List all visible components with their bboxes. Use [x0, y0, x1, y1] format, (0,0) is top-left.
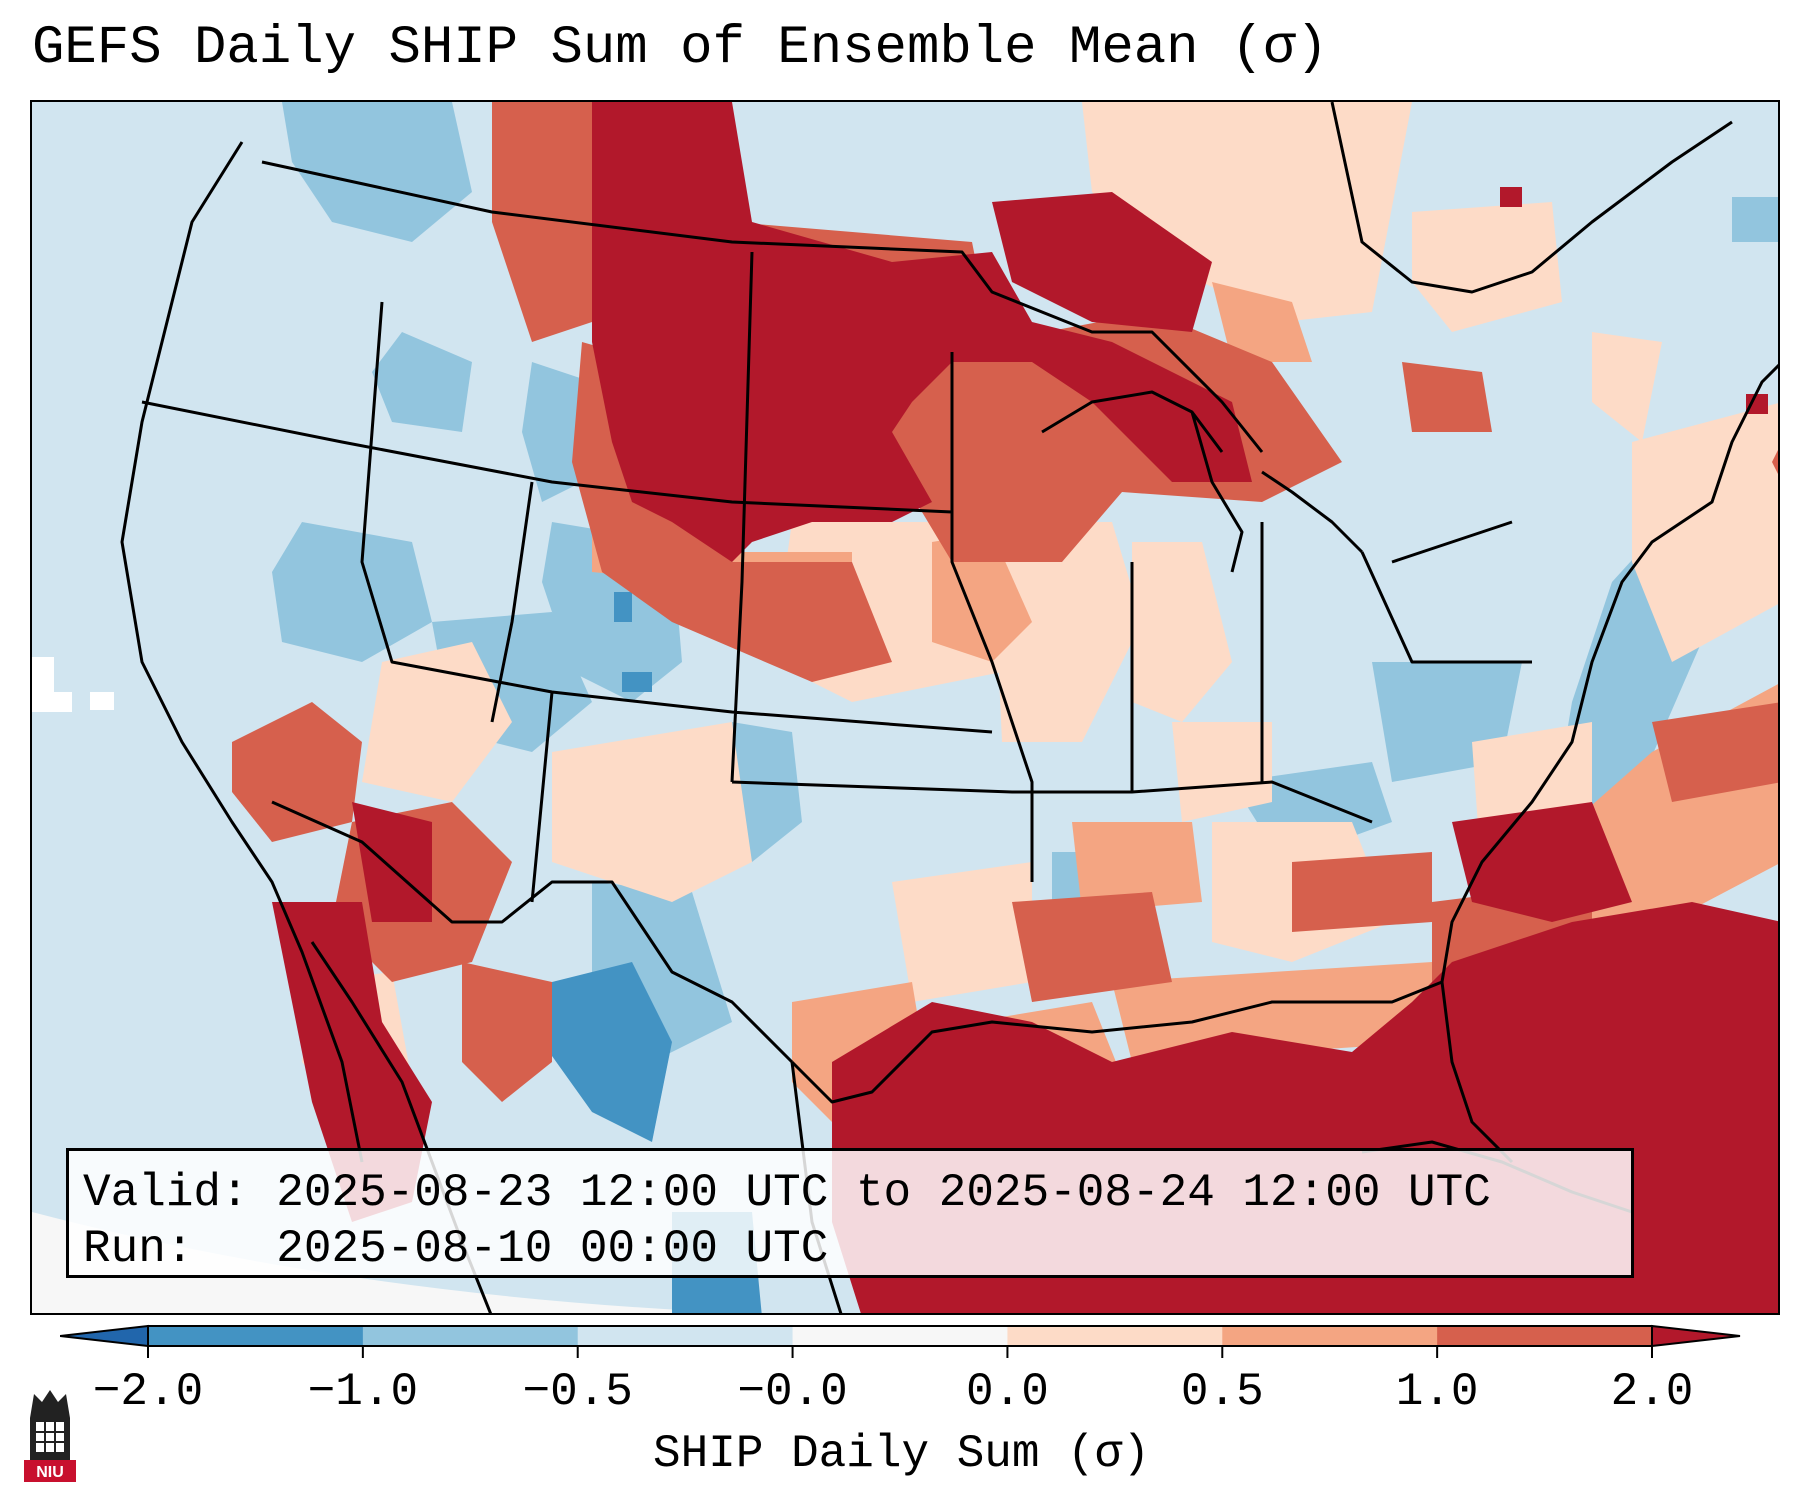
great-lakes — [1041, 390, 1513, 573]
east-coast — [1440, 363, 1778, 983]
canada-east — [1330, 102, 1733, 294]
field-offgrid-corner — [32, 1212, 741, 1313]
colorbar-bin — [1437, 1326, 1653, 1346]
us-canada-border — [261, 160, 1264, 453]
colorbar-tick-label: 2.0 — [1610, 1366, 1694, 1418]
colorbar-tick-label: 0.0 — [966, 1366, 1049, 1418]
run-label: Run: — [83, 1223, 194, 1275]
colorbar-tick-label: −1.0 — [307, 1366, 419, 1418]
colorbar-bin — [1222, 1326, 1438, 1346]
colorbar-label: SHIP Daily Sum (σ) — [653, 1428, 1150, 1480]
colorbar-tick-label: −2.0 — [92, 1366, 204, 1418]
west-coast — [120, 141, 364, 1163]
valid-label: Valid: — [83, 1167, 249, 1219]
valid-value: 2025-08-23 12:00 UTC to 2025-08-24 12:00… — [276, 1167, 1491, 1219]
niu-logo: NIU — [24, 1390, 76, 1482]
colorbar-bin — [148, 1326, 364, 1346]
colorbar-bin — [577, 1326, 794, 1346]
run-value: 2025-08-10 00:00 UTC — [276, 1223, 829, 1275]
logo-banner — [24, 1460, 76, 1482]
colorbar-tick-label: 1.0 — [1395, 1366, 1479, 1418]
logo-text: NIU — [36, 1464, 64, 1481]
colorbar-bin — [362, 1326, 579, 1346]
colorbar — [60, 1324, 1741, 1358]
state-lines — [141, 251, 1532, 903]
map-panel — [30, 100, 1780, 1315]
validity-info-box: Valid: 2025-08-23 12:00 UTC to 2025-08-2… — [66, 1148, 1634, 1278]
field-missing-cells — [32, 657, 114, 712]
colorbar-under-arrow — [60, 1324, 149, 1348]
us-mexico-border — [271, 800, 794, 1064]
colorbar-outline — [147, 1325, 1653, 1347]
gulf-coast — [790, 980, 1514, 1164]
colorbar-over-arrow — [1651, 1324, 1741, 1348]
map-title: GEFS Daily SHIP Sum of Ensemble Mean (σ) — [32, 18, 1329, 79]
colorbar-tick-label: −0.0 — [737, 1366, 848, 1418]
political-boundaries — [120, 102, 1778, 1313]
colorbar-bin — [1007, 1326, 1223, 1346]
ship-anomaly-map — [32, 102, 1778, 1313]
colorbar-bin — [792, 1326, 1008, 1346]
colorbar-tick-label: 0.5 — [1180, 1366, 1264, 1418]
colorbar-tick-label: −0.5 — [522, 1366, 633, 1418]
